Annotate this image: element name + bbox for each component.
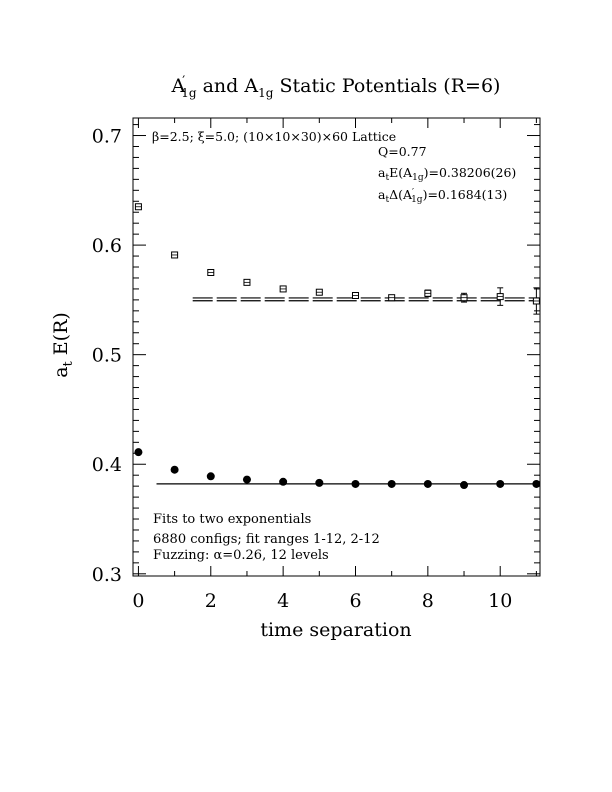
y-tick-label: 0.4	[92, 454, 122, 476]
fit-lines	[156, 297, 540, 485]
ground-state-point	[423, 479, 432, 488]
y-tick-label: 0.3	[92, 564, 122, 586]
axis-ticks	[133, 118, 540, 576]
ground-energy-annotation: atE(A1g)=0.38206(26)	[378, 165, 516, 183]
ground-state-point	[351, 479, 360, 488]
ground-state-point	[242, 475, 251, 484]
x-axis-label: time separation	[260, 619, 411, 641]
axis-tick-labels: 0 2 4 6 8 10 0.3 0.4 0.5 0.6 0.7	[92, 126, 513, 612]
x-tick-label: 2	[205, 590, 217, 612]
ground-state-point	[134, 448, 143, 457]
x-tick-label: 10	[488, 590, 512, 612]
footer-note-fits: Fits to two exponentials	[153, 512, 311, 527]
x-tick-label: 8	[422, 590, 434, 612]
ground-state-point	[532, 479, 541, 488]
footer-note-fuzzing: Fuzzing: α=0.26, 12 levels	[153, 548, 329, 563]
ground-state-point	[387, 479, 396, 488]
ground-state-point	[279, 477, 288, 486]
x-tick-label: 6	[349, 590, 361, 612]
plot-frame	[132, 117, 541, 577]
data-points	[134, 203, 541, 490]
ground-state-point	[496, 479, 505, 488]
x-tick-label: 4	[277, 590, 289, 612]
ground-state-point	[170, 465, 179, 474]
x-tick-label: 0	[132, 590, 144, 612]
y-axis-label: at E(R)	[50, 312, 76, 378]
y-tick-label: 0.5	[92, 345, 122, 367]
ground-state-point	[206, 472, 215, 481]
ground-state-point	[460, 481, 469, 490]
fit-quality-annotation: Q=0.77	[378, 144, 427, 159]
lattice-annotation: β=2.5; ξ=5.0; (10×10×30)×60 Lattice	[152, 129, 396, 144]
energy-gap-annotation: atΔ(A′ 1g)=0.1684(13)	[378, 187, 507, 205]
footer-note-configs: 6880 configs; fit ranges 1-12, 2-12	[153, 532, 380, 547]
ground-state-point	[315, 478, 324, 487]
y-tick-label: 0.6	[92, 235, 122, 257]
chart-title: A′ 1g and A1g Static Potentials (R=6)	[171, 74, 501, 100]
y-tick-label: 0.7	[92, 126, 122, 148]
